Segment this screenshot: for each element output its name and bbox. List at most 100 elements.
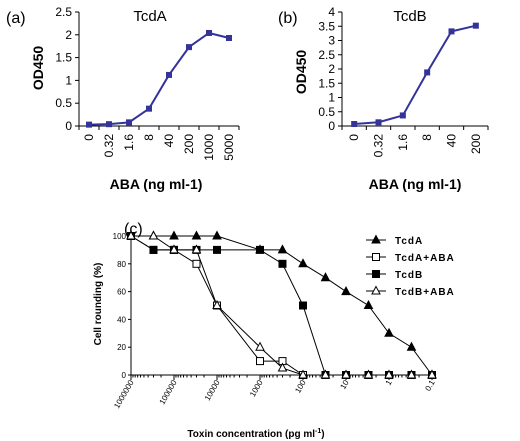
chart-c-point <box>255 341 265 351</box>
chart-c-point <box>192 259 201 268</box>
chart-c-point <box>320 369 331 379</box>
chart-b-ylabel: OD450 <box>293 50 309 95</box>
chart-c-point <box>363 369 374 379</box>
chart-c-point <box>149 245 158 254</box>
chart-a-ytick-label: 1 <box>65 73 72 87</box>
chart-a-ytick-label: 2.5 <box>55 5 72 19</box>
chart-b-title: TcdB <box>393 8 426 25</box>
chart-b-point <box>424 69 431 76</box>
panel-label-a: (a) <box>6 10 26 27</box>
chart-c-legend-label: TcdA <box>395 236 423 247</box>
chart-c-point <box>277 362 288 372</box>
chart-c-point <box>126 230 136 240</box>
chart-a-xtick-label: 0.32 <box>102 134 116 158</box>
chart-c-point <box>427 369 437 379</box>
chart-c-point <box>298 258 308 268</box>
chart-c-point <box>169 230 179 240</box>
chart-a-point <box>206 29 212 36</box>
chart-a-ylabel: OD450 <box>30 46 46 91</box>
chart-c-point <box>256 245 264 254</box>
chart-b-ytick-label: 4 <box>328 5 335 19</box>
chart-c-point <box>384 369 394 379</box>
chart-c-point <box>320 272 331 282</box>
chart-a-xtick-label: 1000 <box>202 134 216 161</box>
chart-c-series-tcda-aba <box>127 232 436 379</box>
chart-c-series-line <box>131 235 432 376</box>
chart-a-title: TcdA <box>133 8 166 25</box>
chart-c-point <box>406 369 417 379</box>
chart-a-xtick-label: 8 <box>142 134 156 141</box>
chart-c-point <box>298 369 308 379</box>
chart-c-ytick-label: 100 <box>113 232 127 241</box>
chart-a-point <box>166 71 172 78</box>
chart-b-xtick-label: 0.32 <box>372 134 386 158</box>
chart-b-ytick-label: 0 <box>328 119 335 133</box>
chart-b-point <box>375 119 382 126</box>
chart-b: TcdB OD450 ABA (ng ml-1) 00.511.522.533.… <box>293 5 489 192</box>
chart-c-legend-marker <box>371 234 381 244</box>
chart-b-point <box>399 112 406 119</box>
chart-a-point <box>186 44 192 51</box>
chart-a-point <box>146 105 152 112</box>
chart-b-point <box>351 121 358 128</box>
chart-a-point <box>226 34 232 41</box>
chart-c-series-tcdb <box>127 232 436 379</box>
chart-b-point <box>448 28 455 35</box>
chart-c-ytick-label: 40 <box>117 315 126 324</box>
chart-c-legend-marker <box>372 270 380 278</box>
chart-a-ytick-label: 2 <box>65 28 72 42</box>
chart-b-ytick-label: 1 <box>328 91 335 105</box>
chart-c-point <box>148 230 159 240</box>
chart-c-point <box>406 341 417 351</box>
chart-c-xtick-label: 0.1 <box>423 378 437 393</box>
chart-b-ytick-label: 2.5 <box>318 48 335 62</box>
chart-b-ytick-label: 2 <box>328 62 335 76</box>
panel-label-b: (b) <box>278 10 298 27</box>
chart-b-ytick-label: 3.5 <box>318 19 335 33</box>
chart-c-point <box>169 244 179 254</box>
chart-b-xlabel: ABA (ng ml-1) <box>369 176 462 192</box>
chart-a-xtick-label: 200 <box>182 134 196 154</box>
chart-c-xtick-label: 1 <box>384 378 394 387</box>
chart-c-ytick-label: 80 <box>117 260 126 269</box>
chart-c-point <box>277 244 288 254</box>
chart-b-series-line <box>354 24 477 126</box>
chart-c-ytick-label: 0 <box>122 371 127 380</box>
chart-b-point <box>472 22 479 29</box>
chart-c-point <box>191 244 202 254</box>
chart-c-legend-marker <box>371 285 381 295</box>
chart-a-xtick-label: 40 <box>162 134 176 148</box>
chart-c-point <box>363 299 374 309</box>
chart-c-ylabel: Cell rounding (%) <box>93 263 104 346</box>
chart-c-point <box>278 259 287 268</box>
chart-b-xtick-label: 0 <box>347 134 361 141</box>
chart-c-xlabel: Toxin concentration (pg ml-1) <box>187 428 324 440</box>
chart-c-ytick-label: 20 <box>117 343 126 352</box>
chart-c-legend-label: TcdB+ABA <box>395 287 455 298</box>
chart-c-point <box>341 286 351 296</box>
chart-a-xtick-label: 5000 <box>222 134 236 161</box>
chart-a-series-line <box>88 31 230 126</box>
chart-b-xtick-label: 8 <box>420 134 434 141</box>
chart-c-point <box>212 230 222 240</box>
chart-c-xtick-label: 10000 <box>203 378 222 402</box>
chart-c-point <box>299 301 307 310</box>
chart-c-series-line <box>131 235 433 376</box>
chart-a-xlabel: ABA (ng ml-1) <box>110 176 203 192</box>
chart-c-series-line <box>130 235 432 376</box>
chart-b-ytick-label: 0.5 <box>318 105 335 119</box>
chart-a-ytick-label: 0.5 <box>55 96 72 110</box>
chart-a-xtick-label: 0 <box>82 134 96 141</box>
chart-c-point <box>341 369 351 379</box>
chart-a-point <box>86 121 92 128</box>
chart-b-ytick-label: 3 <box>328 34 335 48</box>
chart-c-point <box>212 299 222 309</box>
chart-a-xtick-label: 1.6 <box>122 134 136 151</box>
chart-b-xtick-label: 40 <box>445 134 459 148</box>
chart-c: Cell rounding (%) Toxin concentration (p… <box>93 230 455 440</box>
chart-c-xtick-label: 100000 <box>158 378 179 406</box>
chart-b-xtick-label: 1.6 <box>396 134 410 151</box>
chart-c-point <box>213 245 221 254</box>
chart-c-legend-label: TcdB <box>395 270 423 281</box>
